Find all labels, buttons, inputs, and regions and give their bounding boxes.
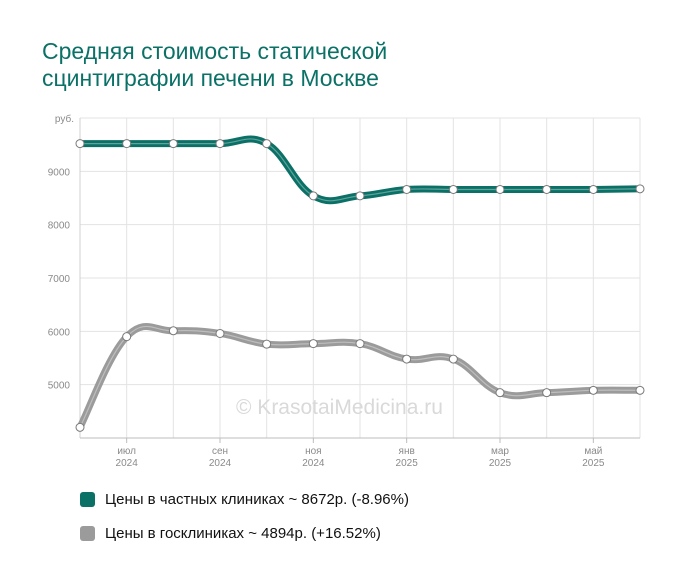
x-tick-label-month: янв	[399, 446, 415, 457]
data-point-public-clinics	[308, 339, 318, 349]
legend-swatch-private	[80, 491, 95, 507]
legend-label-public: Цены в госклиниках ~ 4894р. (+16.52%)	[105, 524, 381, 542]
data-point-public-clinics	[122, 332, 132, 342]
data-point-public-clinics	[402, 354, 412, 364]
data-point-public-clinics	[588, 385, 598, 395]
x-tick-label-month: май	[584, 446, 602, 457]
data-point-private-clinics	[215, 139, 225, 149]
x-tick-label-year: 2025	[489, 458, 512, 469]
chart-title: Средняя стоимость статической сцинтиграф…	[42, 38, 642, 92]
legend-label-private: Цены в частных клиниках ~ 8672р. (-8.96%…	[105, 490, 409, 508]
data-point-public-clinics	[495, 388, 505, 398]
data-point-private-clinics	[495, 184, 505, 194]
data-point-private-clinics	[448, 184, 458, 194]
data-point-public-clinics	[262, 339, 272, 349]
data-point-private-clinics	[635, 184, 645, 194]
x-tick-label-year: 2024	[302, 458, 325, 469]
data-point-public-clinics	[168, 326, 178, 336]
y-tick-label: 8000	[48, 221, 71, 232]
data-point-public-clinics	[542, 388, 552, 398]
data-point-private-clinics	[122, 139, 132, 149]
y-tick-label: 9000	[48, 167, 71, 178]
data-point-public-clinics	[635, 385, 645, 395]
data-point-private-clinics	[308, 191, 318, 201]
data-point-public-clinics	[215, 328, 225, 338]
y-tick-label: 6000	[48, 327, 71, 338]
legend-swatch-public	[80, 525, 95, 541]
data-point-private-clinics	[262, 139, 272, 149]
data-point-private-clinics	[75, 139, 85, 149]
x-tick-label-month: сен	[212, 446, 228, 457]
data-point-private-clinics	[542, 184, 552, 194]
x-tick-label-month: ноя	[305, 446, 322, 457]
legend-item-private[interactable]: Цены в частных клиниках ~ 8672р. (-8.96%…	[80, 488, 409, 510]
x-tick-label-month: июл	[117, 446, 136, 457]
x-tick-label-year: 2024	[116, 458, 139, 469]
data-point-public-clinics	[355, 339, 365, 349]
chart-title-line-1: Средняя стоимость статической	[42, 38, 388, 64]
data-point-private-clinics	[588, 184, 598, 194]
data-point-public-clinics	[448, 354, 458, 364]
data-point-private-clinics	[402, 184, 412, 194]
y-tick-label: 5000	[48, 381, 71, 392]
y-tick-label: 7000	[48, 274, 71, 285]
x-tick-label-year: 2025	[582, 458, 605, 469]
axis-layer: 50006000700080009000руб.июл2024сен2024но…	[48, 113, 640, 469]
y-axis-unit-label: руб.	[55, 113, 74, 125]
legend-item-public[interactable]: Цены в госклиниках ~ 4894р. (+16.52%)	[80, 522, 409, 544]
points-layer	[75, 139, 645, 432]
data-point-private-clinics	[355, 191, 365, 201]
x-tick-label-month: мар	[491, 446, 509, 457]
chart-title-line-2: сцинтиграфии печени в Москве	[42, 65, 379, 91]
legend: Цены в частных клиниках ~ 8672р. (-8.96%…	[80, 488, 409, 556]
data-point-public-clinics	[75, 422, 85, 432]
x-tick-label-year: 2024	[209, 458, 232, 469]
watermark: © KrasotaiMedicina.ru	[236, 396, 443, 419]
x-tick-label-year: 2025	[396, 458, 419, 469]
data-point-private-clinics	[168, 139, 178, 149]
